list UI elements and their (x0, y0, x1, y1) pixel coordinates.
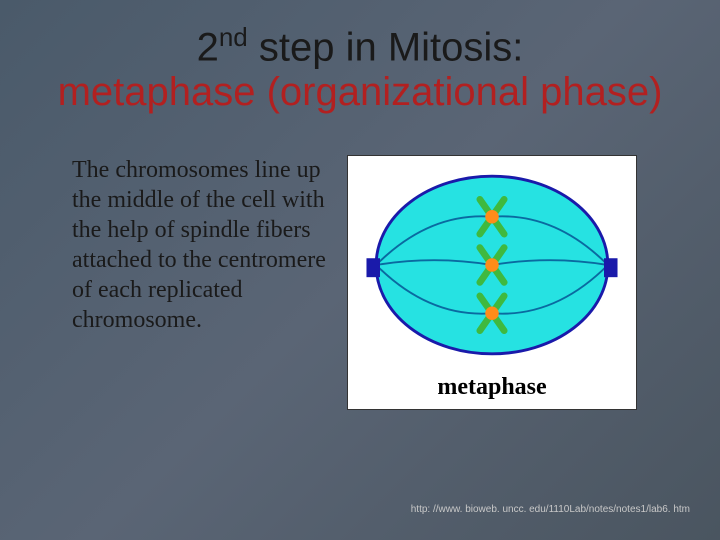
diagram-label: metaphase (352, 374, 632, 405)
title-prefix: 2 (197, 25, 219, 69)
title-block: 2nd step in Mitosis: metaphase (organiza… (0, 0, 720, 115)
citation-text: http: //www. bioweb. uncc. edu/1110Lab/n… (411, 504, 690, 515)
body-text: The chromosomes line up the middle of th… (72, 155, 327, 335)
content-row: The chromosomes line up the middle of th… (0, 155, 720, 410)
title-suffix: step in Mitosis: (248, 25, 524, 69)
title-line-2: metaphase (organizational phase) (0, 70, 720, 115)
metaphase-diagram (352, 160, 632, 370)
title-super: nd (219, 22, 248, 52)
diagram-panel: metaphase (347, 155, 637, 410)
title-line-1: 2nd step in Mitosis: (0, 22, 720, 70)
